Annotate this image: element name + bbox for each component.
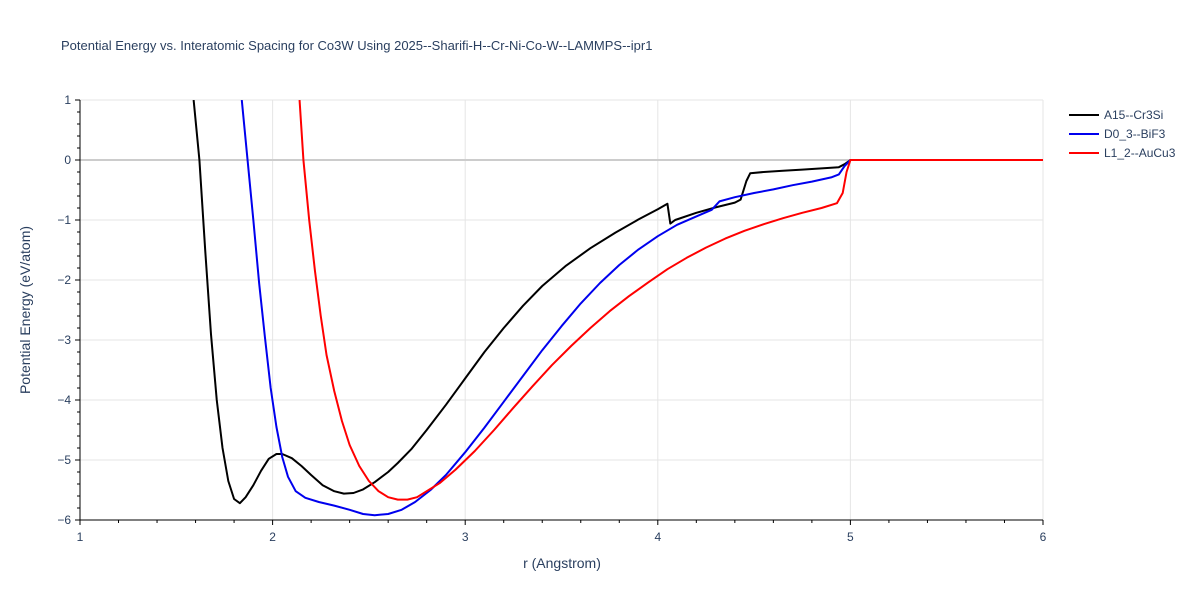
series-line-1 <box>240 100 1043 517</box>
legend-label: L1_2--AuCu3 <box>1104 146 1176 160</box>
y-tick-label: −6 <box>57 513 71 527</box>
series-line-2 <box>298 100 1043 501</box>
legend-item[interactable]: A15--Cr3Si <box>1069 108 1163 122</box>
legend-item[interactable]: D0_3--BiF3 <box>1069 127 1166 141</box>
legend-item[interactable]: L1_2--AuCu3 <box>1069 146 1176 160</box>
x-axis-ticks: 1 2 3 4 5 6 <box>77 520 1047 544</box>
y-axis-title: Potential Energy (eV/atom) <box>17 226 33 394</box>
x-tick-label: 1 <box>77 530 84 544</box>
legend: A15--Cr3Si D0_3--BiF3 L1_2--AuCu3 <box>1069 108 1176 160</box>
x-tick-label: 2 <box>269 530 276 544</box>
series-line-0 <box>192 100 1043 505</box>
y-axis-ticks: 1 0 −1 −2 −3 −4 −5 −6 <box>57 93 80 527</box>
x-tick-label: 5 <box>847 530 854 544</box>
x-axis-title: r (Angstrom) <box>523 555 601 571</box>
y-tick-label: −2 <box>57 273 71 287</box>
chart-title: Potential Energy vs. Interatomic Spacing… <box>61 38 652 53</box>
legend-label: A15--Cr3Si <box>1104 108 1163 122</box>
axes <box>79 100 1043 521</box>
legend-label: D0_3--BiF3 <box>1104 127 1166 141</box>
y-tick-label: 0 <box>64 153 71 167</box>
x-tick-label: 4 <box>654 530 661 544</box>
y-tick-label: 1 <box>64 93 71 107</box>
y-tick-label: −1 <box>57 213 71 227</box>
y-tick-label: −5 <box>57 453 71 467</box>
y-tick-label: −4 <box>57 393 71 407</box>
x-tick-label: 3 <box>462 530 469 544</box>
y-tick-label: −3 <box>57 333 71 347</box>
plot-area <box>192 100 1043 517</box>
x-tick-label: 6 <box>1040 530 1047 544</box>
